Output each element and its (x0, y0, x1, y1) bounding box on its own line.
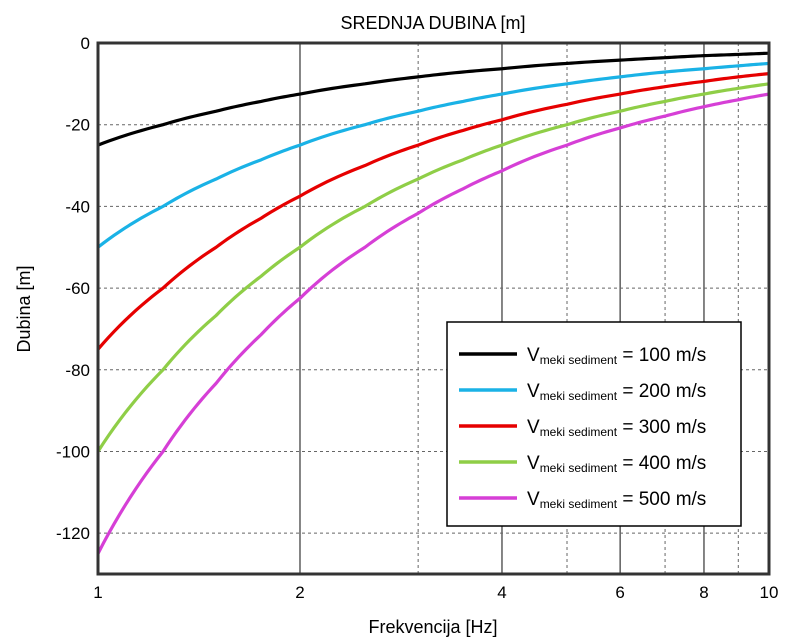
series-line-1 (97, 51, 770, 147)
series-line-2 (97, 61, 770, 249)
x-tick-label: 10 (760, 583, 779, 602)
legend: Vmeki sediment = 100 m/s Vmeki sediment =… (446, 321, 742, 527)
x-tick-label: 2 (295, 583, 304, 602)
y-tick-label: -80 (65, 361, 90, 380)
chart-title: SREDNJA DUBINA [m] (340, 13, 525, 33)
y-tick-label: -20 (65, 116, 90, 135)
plot-frame (96, 41, 771, 576)
legend-entry-1: Vmeki sediment = 100 m/s (527, 345, 706, 367)
x-tick-label: 4 (497, 583, 506, 602)
x-tick-label: 8 (699, 583, 708, 602)
legend-entry-5: Vmeki sediment = 500 m/s (527, 489, 706, 511)
tick-labels: 1 2 4 6 8 10 0 -20 -40 -60 -80 -100 -120 (56, 34, 778, 602)
x-axis-label: Frekvencija [Hz] (368, 617, 497, 637)
series-line-3 (96, 72, 770, 351)
series-line-5 (96, 92, 770, 555)
y-tick-label: 0 (81, 34, 90, 53)
legend-box (446, 321, 742, 527)
legend-entry-2: Vmeki sediment = 200 m/s (527, 381, 706, 403)
y-axis-label: Dubina [m] (14, 265, 34, 352)
x-tick-label: 1 (93, 583, 102, 602)
y-tick-label: -60 (65, 279, 90, 298)
x-tick-label: 6 (615, 583, 624, 602)
y-tick-label: -120 (56, 524, 90, 543)
legend-entry-3: Vmeki sediment = 300 m/s (527, 417, 706, 439)
y-tick-label: -40 (65, 197, 90, 216)
series-lines (96, 51, 770, 555)
y-tick-label: -100 (56, 442, 90, 461)
legend-entry-4: Vmeki sediment = 400 m/s (527, 453, 706, 475)
series-line-4 (96, 82, 770, 453)
